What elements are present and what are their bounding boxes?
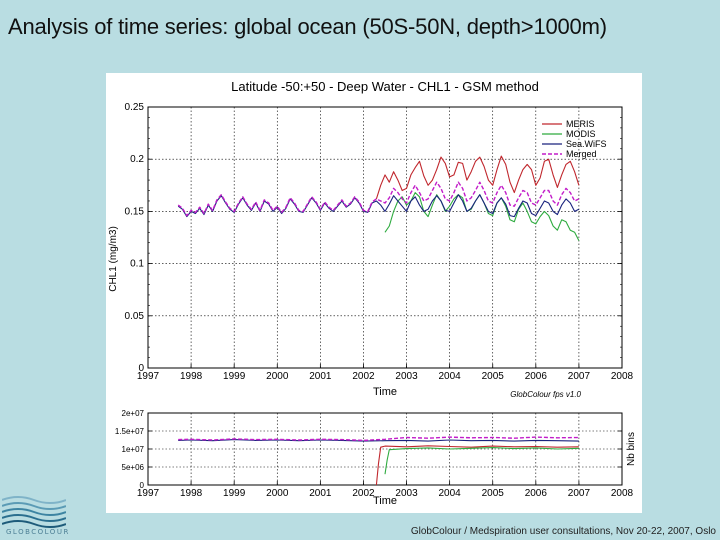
legend-label-merged: Merged (566, 149, 597, 159)
y-axis-label: CHL1 (mg/m3) (108, 226, 119, 292)
globcolour-logo: GLOBCOLOUR (1, 492, 68, 538)
bottom-y-tick-label: 0 (140, 481, 145, 490)
top-series-meris (375, 155, 580, 200)
top-y-tick-label: 0.15 (125, 206, 145, 217)
bottom-x-tick-label: 2007 (568, 488, 591, 499)
bottom-x-tick-label: 2001 (309, 488, 332, 499)
bottom-x-tick-label: 2005 (482, 488, 505, 499)
version-annotation: GlobColour fps v1.0 (510, 390, 581, 399)
top-x-tick-label: 1998 (180, 371, 203, 382)
top-x-tick-label: 2000 (266, 371, 289, 382)
chart-panel: Latitude -50:+50 - Deep Water - CHL1 - G… (106, 73, 642, 513)
chart-title: Latitude -50:+50 - Deep Water - CHL1 - G… (231, 79, 539, 94)
bottom-x-tick-label: 1997 (137, 488, 160, 499)
top-x-tick-label: 1997 (137, 371, 160, 382)
bottom-series-merged (178, 436, 579, 442)
wave-icon (1, 496, 67, 528)
bottom-series-modis (384, 447, 579, 475)
top-y-tick-label: 0.05 (125, 311, 145, 322)
top-x-tick-label: 2008 (611, 371, 634, 382)
legend-label-seawifs: Sea.WiFS (566, 139, 607, 149)
top-x-tick-label: 2007 (568, 371, 591, 382)
bottom-y-tick-label: 1.5e+07 (115, 427, 145, 436)
footer-text: GlobColour / Medspiration user consultat… (410, 526, 716, 537)
legend: MERIS MODIS Sea.WiFS Merged (542, 119, 607, 159)
top-series-merged (177, 181, 580, 217)
top-y-tick-label: 0.2 (130, 154, 144, 165)
bottom-right-y-axis-label: Nb bins (626, 432, 637, 466)
legend-label-meris: MERIS (566, 119, 595, 129)
top-y-tick-label: 0 (138, 363, 144, 374)
top-x-tick-label: 1999 (223, 371, 246, 382)
top-x-tick-label: 2006 (525, 371, 548, 382)
top-x-tick-label: 2003 (395, 371, 418, 382)
bottom-x-tick-label: 2008 (611, 488, 634, 499)
top-x-tick-label: 2001 (309, 371, 332, 382)
x-axis-label: Time (373, 386, 397, 398)
bottom-series-seawifs (178, 439, 579, 442)
logo-text: GLOBCOLOUR (6, 528, 70, 536)
bottom-x-tick-label: 2002 (352, 488, 375, 499)
bottom-x-tick-label: 1999 (223, 488, 246, 499)
bottom-y-tick-label: 2e+07 (122, 409, 145, 418)
bottom-series-meris (375, 445, 579, 486)
chart-canvas: Latitude -50:+50 - Deep Water - CHL1 - G… (108, 79, 637, 507)
top-plot-frame (147, 106, 623, 369)
bottom-y-tick-label: 1e+07 (122, 445, 145, 454)
top-x-tick-label: 2004 (439, 371, 462, 382)
top-y-tick-label: 0.25 (125, 102, 145, 113)
bottom-x-axis-label: Time (373, 495, 397, 507)
bottom-y-tick-label: 5e+06 (122, 463, 145, 472)
bottom-x-tick-label: 2000 (266, 488, 289, 499)
top-x-tick-label: 2005 (482, 371, 505, 382)
top-series-seawifs (177, 194, 580, 218)
bottom-x-tick-label: 2006 (525, 488, 548, 499)
slide-title: Analysis of time series: global ocean (5… (8, 14, 607, 39)
top-x-tick-label: 2002 (352, 371, 375, 382)
bottom-x-tick-label: 2003 (395, 488, 418, 499)
legend-label-modis: MODIS (566, 129, 596, 139)
bottom-x-tick-label: 1998 (180, 488, 203, 499)
top-y-tick-label: 0.1 (130, 259, 144, 270)
bottom-x-tick-label: 2004 (439, 488, 462, 499)
